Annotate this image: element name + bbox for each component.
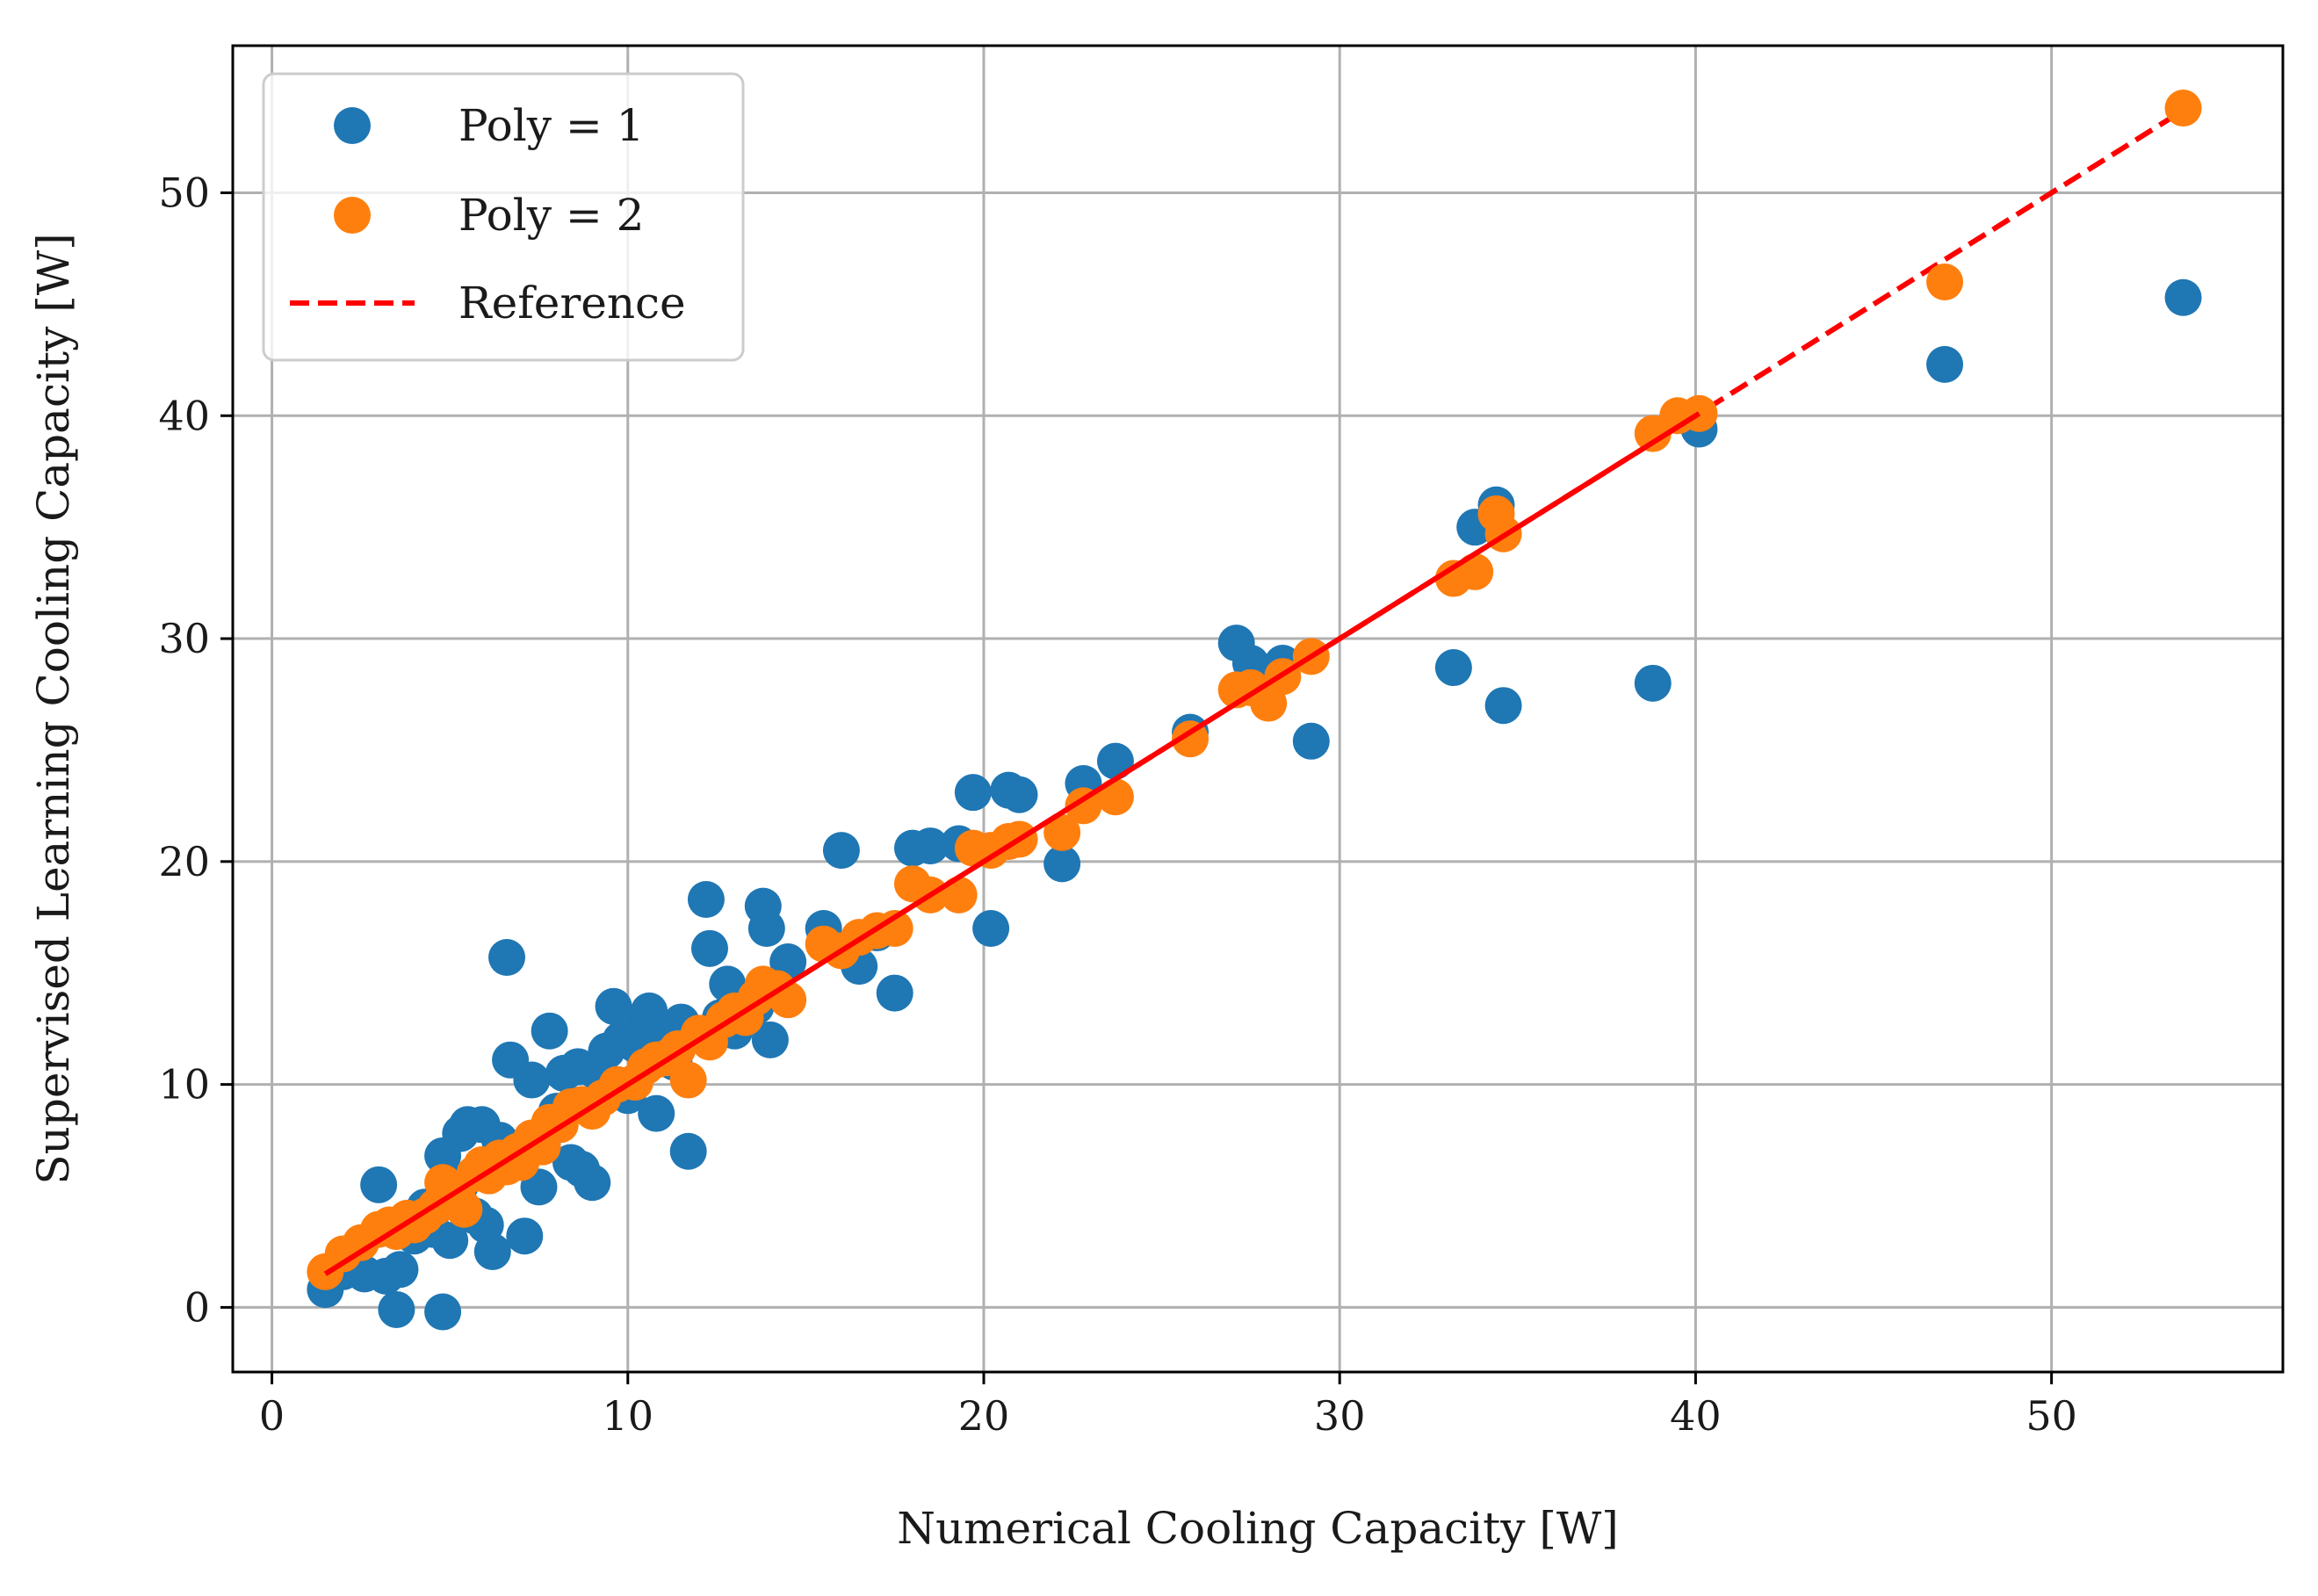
poly-1-point (638, 1094, 675, 1132)
y-tick-label: 30 (158, 615, 210, 662)
poly-1-point (431, 1222, 469, 1260)
x-axis-title: Numerical Cooling Capacity [W] (897, 1503, 1619, 1554)
poly-1-point (687, 880, 725, 918)
poly-1-point (972, 909, 1010, 947)
axis-ticks: 0 10 20 30 40 50 0 10 20 30 40 50 (158, 169, 2076, 1440)
poly-1-point (747, 909, 785, 947)
poly-1-point (1096, 742, 1134, 780)
poly-1-point (531, 1012, 568, 1050)
y-tick-label: 40 (158, 392, 210, 439)
poly-1-point (424, 1293, 462, 1331)
poly-1-point (473, 1232, 511, 1270)
x-tick-label: 50 (2026, 1392, 2077, 1440)
poly-2-point (1096, 778, 1134, 816)
series-poly-2-points (307, 90, 2202, 1290)
y-tick-label: 20 (158, 838, 210, 885)
x-tick-label: 10 (603, 1392, 654, 1440)
poly-1-point (954, 774, 992, 812)
poly-1-point (2164, 278, 2202, 316)
legend-label-poly-2: Poly = 2 (459, 190, 644, 241)
poly-1-point (488, 938, 526, 976)
poly-1-point (595, 987, 632, 1025)
poly-1-point (574, 1164, 611, 1202)
poly-2-point (876, 909, 913, 947)
legend-label-reference: Reference (459, 278, 686, 329)
x-tick-label: 0 (259, 1392, 285, 1440)
poly-1-point (751, 1021, 789, 1058)
poly-2-point (1172, 720, 1210, 758)
y-axis-title: Supervised Learning Cooling Capacity [W] (28, 233, 79, 1184)
poly-2-point (940, 876, 978, 914)
poly-1-point (912, 827, 950, 865)
poly-2-point (445, 1190, 483, 1228)
poly-1-point (822, 832, 860, 870)
poly-1-point (513, 1061, 551, 1099)
y-tick-label: 10 (158, 1061, 210, 1109)
poly-2-point (1926, 264, 1964, 301)
poly-1-point (360, 1166, 398, 1203)
reference-solid-line (323, 411, 1701, 1276)
poly-1-point (506, 1217, 544, 1255)
poly-2-point (2164, 90, 2202, 127)
x-tick-label: 30 (1314, 1392, 1366, 1440)
poly-1-point (876, 974, 913, 1012)
legend-marker-poly-2 (334, 197, 371, 234)
poly-1-point (1000, 776, 1038, 813)
poly-1-point (381, 1251, 419, 1289)
y-tick-label: 50 (158, 169, 210, 216)
poly-2-point (1456, 552, 1494, 590)
poly-1-point (1434, 649, 1472, 687)
poly-2-point (1043, 813, 1081, 851)
legend: Poly = 1 Poly = 2 Reference (262, 72, 745, 362)
legend-box (262, 72, 745, 362)
y-tick-label: 0 (184, 1283, 210, 1331)
legend-marker-poly-1 (334, 107, 371, 144)
poly-2-point (669, 1061, 707, 1099)
poly-1-point (1926, 345, 1964, 383)
x-tick-label: 40 (1670, 1392, 1722, 1440)
poly-1-point (1043, 845, 1081, 883)
plot-frame (231, 44, 2285, 1374)
poly-1-point (1292, 722, 1330, 760)
x-tick-label: 20 (958, 1392, 1010, 1440)
legend-label-poly-1: Poly = 1 (459, 100, 644, 151)
poly-1-point (690, 929, 728, 967)
poly-1-point (1484, 687, 1522, 725)
poly-1-point (378, 1290, 415, 1328)
poly-1-point (669, 1132, 707, 1170)
poly-2-point (1065, 787, 1102, 825)
poly-1-point (1634, 664, 1672, 702)
